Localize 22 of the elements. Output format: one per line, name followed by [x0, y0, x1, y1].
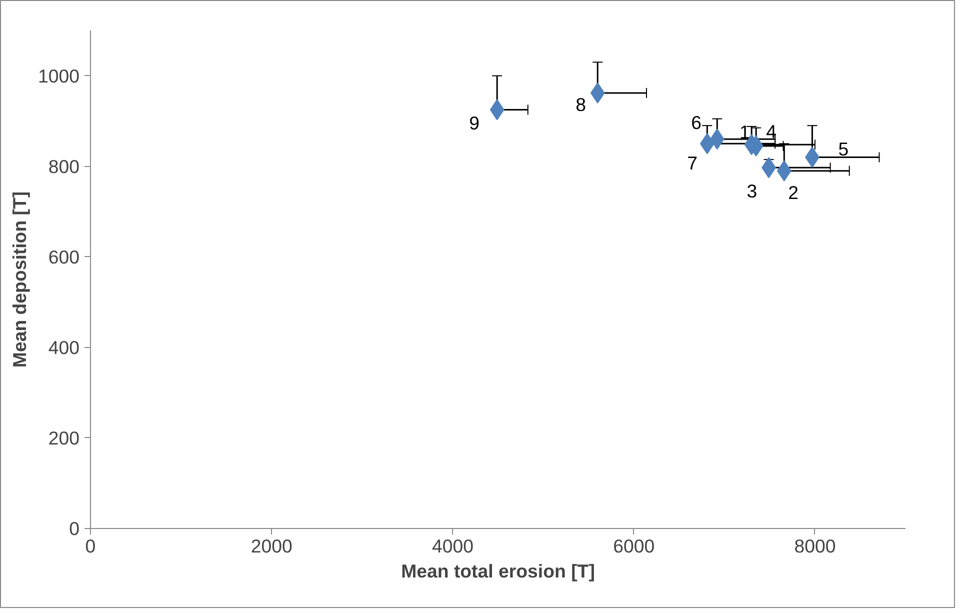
x-tick-label: 6000 — [613, 536, 655, 556]
y-tick-label: 1000 — [38, 65, 80, 86]
y-tick-label: 800 — [48, 156, 80, 177]
x-tick-label: 0 — [85, 536, 96, 556]
y-tick-label: 400 — [48, 336, 80, 358]
x-tick-label: 2000 — [250, 536, 292, 556]
y-axis-title: Mean deposition [T] — [8, 191, 30, 368]
annotation: 3 — [746, 180, 758, 202]
annotation: 4 — [766, 120, 776, 142]
annotation: 5 — [838, 138, 849, 160]
x-axis-title: Mean total erosion [T] — [401, 560, 595, 582]
y-tick-label: 600 — [48, 246, 80, 268]
annotation: 8 — [576, 94, 586, 115]
annotation: 6 — [691, 112, 702, 134]
x-tick-label: 8000 — [794, 536, 836, 556]
y-tick-label: 0 — [69, 518, 80, 539]
annotation: 9 — [469, 112, 480, 134]
y-tick-label: 200 — [48, 427, 80, 448]
annotation: 7 — [687, 152, 698, 174]
x-tick-label: 4000 — [432, 536, 474, 556]
annotation: 1 — [740, 122, 750, 143]
annotation: 2 — [788, 182, 799, 203]
